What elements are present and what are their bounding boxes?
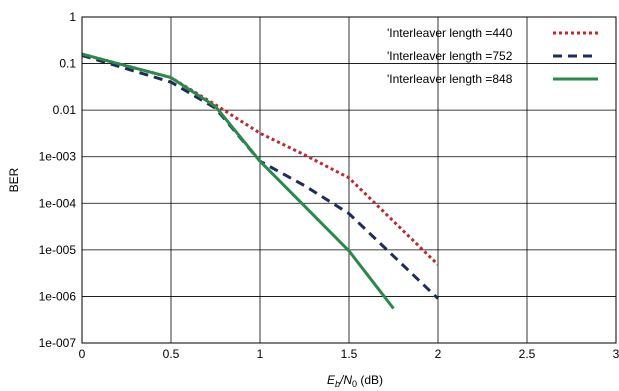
legend-label-0: 'Interleaver length =440 [387, 26, 513, 40]
x-axis-label-sub2: 0 [352, 379, 357, 389]
x-axis-label: Eb/N0 (dB) [327, 373, 383, 389]
x-axis-ticks: 0 0.5 1 1.5 2 2.5 3 [79, 347, 619, 361]
y-tick-label: 1e-005 [39, 243, 77, 257]
y-tick-label: 0.1 [59, 57, 76, 71]
y-tick-label: 0.01 [53, 103, 77, 117]
x-tick-label: 0 [79, 347, 86, 361]
y-tick-label: 1e-003 [39, 150, 77, 164]
legend-label-1: 'Interleaver length =752 [387, 49, 513, 63]
y-tick-label: 1 [69, 10, 76, 24]
plot-area-frame [81, 16, 617, 344]
x-tick-label: 1.5 [341, 347, 358, 361]
y-tick-label: 1e-006 [39, 289, 77, 303]
x-axis-label-main: E [327, 373, 336, 387]
x-tick-label: 1 [257, 347, 264, 361]
y-tick-label: 1e-007 [39, 336, 77, 350]
y-axis-label: BER [7, 167, 21, 192]
series-lines [81, 52, 440, 310]
y-tick-label: 1e-004 [39, 196, 77, 210]
x-tick-label: 3 [613, 347, 619, 361]
x-axis-label-unit: (dB) [357, 373, 383, 387]
legend-label-2: 'Interleaver length =848 [387, 72, 513, 86]
series-line-2 [81, 52, 395, 310]
x-axis-label-mid: /N [339, 373, 352, 387]
x-tick-label: 2 [435, 347, 442, 361]
y-axis-ticks: 1 0.1 0.01 1e-003 1e-004 1e-005 1e-006 1e-007 [39, 10, 77, 350]
x-axis-label-sub1: b [335, 379, 340, 389]
legend: 'Interleaver length =440 'Interleaver len… [387, 26, 598, 86]
x-tick-label: 2.5 [519, 347, 536, 361]
grid [81, 16, 617, 344]
x-tick-label: 0.5 [163, 347, 180, 361]
